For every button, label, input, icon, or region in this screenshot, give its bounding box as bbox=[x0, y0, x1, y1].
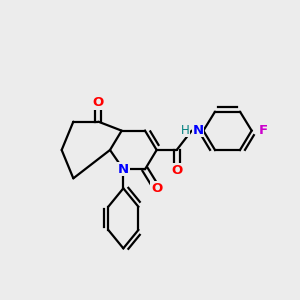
Text: O: O bbox=[171, 164, 182, 176]
Text: F: F bbox=[259, 124, 268, 137]
Text: O: O bbox=[93, 96, 104, 109]
Text: N: N bbox=[118, 163, 129, 176]
Text: O: O bbox=[151, 182, 162, 195]
Text: H: H bbox=[181, 124, 189, 137]
Text: N: N bbox=[192, 124, 203, 137]
